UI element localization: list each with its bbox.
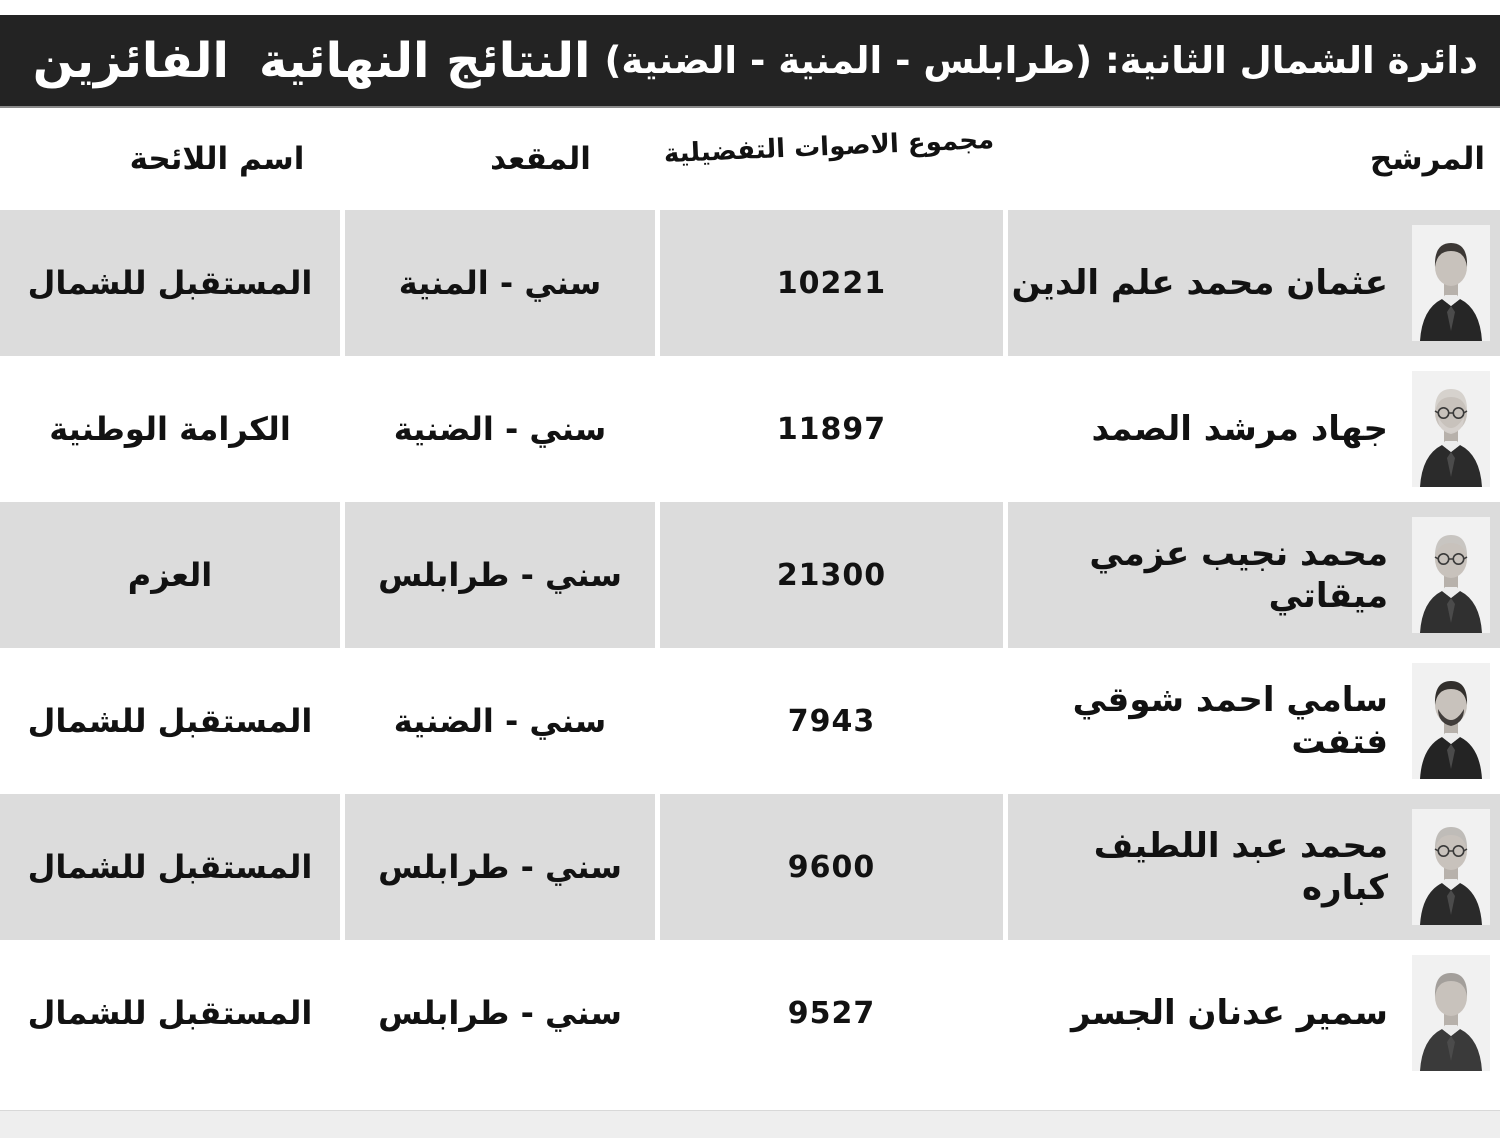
- title-final-results: النتائج النهائية: [258, 32, 591, 89]
- person-silhouette-icon: [1412, 663, 1490, 779]
- candidate-cell: جهاد مرشد الصمد: [1003, 356, 1500, 502]
- candidate-name: عثمان محمد علم الدين: [1011, 262, 1388, 303]
- votes-value: 10221: [655, 210, 1003, 356]
- list-name: الكرامة الوطنية: [49, 410, 291, 448]
- candidate-cell: محمد عبد اللطيف كباره: [1003, 794, 1500, 940]
- candidate-photo: [1412, 517, 1490, 633]
- votes-value: 7943: [655, 648, 1003, 794]
- table-row: جهاد مرشد الصمد 11897 سني - الضنية الكرا…: [0, 356, 1500, 502]
- list-name: المستقبل للشمال: [27, 994, 313, 1032]
- votes-value: 11897: [655, 356, 1003, 502]
- votes-value: 9527: [655, 940, 1003, 1086]
- table-row: محمد نجيب عزمي ميقاتي 21300 سني - طرابلس…: [0, 502, 1500, 648]
- results-table: عثمان محمد علم الدين 10221 سني - المنية …: [0, 210, 1500, 1086]
- seat-value: سني - طرابلس: [340, 794, 655, 940]
- seat-value: سني - الضنية: [340, 356, 655, 502]
- list-name: المستقبل للشمال: [0, 210, 340, 356]
- table-row: سمير عدنان الجسر 9527 سني - طرابلس المست…: [0, 940, 1500, 1086]
- column-header-seat: المقعد: [490, 141, 591, 177]
- seat-value: سني - الضنية: [340, 648, 655, 794]
- column-header-list: اسم اللائحة: [129, 141, 305, 177]
- title-district: دائرة الشمال الثانية: (طرابلس - المنية -…: [604, 39, 1478, 82]
- candidate-name: محمد عبد اللطيف كباره: [1093, 825, 1388, 909]
- column-header-row: المرشح مجموع الاصوات التفضيلية المقعد اس…: [0, 108, 1500, 210]
- votes-value: 21300: [655, 502, 1003, 648]
- candidate-name: محمد نجيب عزمي ميقاتي: [1089, 533, 1388, 617]
- list-name: العزم: [0, 502, 340, 648]
- candidate-photo: [1412, 663, 1490, 779]
- person-silhouette-icon: [1412, 517, 1490, 633]
- person-silhouette-icon: [1412, 225, 1490, 341]
- candidate-cell: سامي احمد شوقي فتفت: [1003, 648, 1500, 794]
- person-silhouette-icon: [1412, 955, 1490, 1071]
- table-row: عثمان محمد علم الدين 10221 سني - المنية …: [0, 210, 1500, 356]
- votes-value: 9600: [655, 794, 1003, 940]
- table-row: محمد عبد اللطيف كباره 9600 سني - طرابلس …: [0, 794, 1500, 940]
- column-header-votes: مجموع الاصوات التفضيلية: [663, 124, 995, 170]
- candidate-cell: محمد نجيب عزمي ميقاتي: [1003, 502, 1500, 648]
- candidate-photo: [1412, 371, 1490, 487]
- top-margin: [0, 0, 1500, 15]
- person-silhouette-icon: [1412, 809, 1490, 925]
- seat-value: سني - المنية: [340, 210, 655, 356]
- title-bar: دائرة الشمال الثانية: (طرابلس - المنية -…: [0, 15, 1500, 108]
- person-silhouette-icon: [1412, 371, 1490, 487]
- candidate-name: جهاد مرشد الصمد: [1091, 408, 1388, 449]
- seat-value: سني - طرابلس: [340, 940, 655, 1086]
- table-row: سامي احمد شوقي فتفت 7943 سني - الضنية ال…: [0, 648, 1500, 794]
- list-name: المستقبل للشمال: [0, 794, 340, 940]
- candidate-cell: سمير عدنان الجسر: [1003, 940, 1500, 1086]
- column-header-candidate: المرشح: [1369, 141, 1485, 177]
- footer-strip: [0, 1110, 1500, 1138]
- candidate-cell: عثمان محمد علم الدين: [1003, 210, 1500, 356]
- candidate-photo: [1412, 955, 1490, 1071]
- seat-value: سني - طرابلس: [340, 502, 655, 648]
- candidate-photo: [1412, 225, 1490, 341]
- candidate-photo: [1412, 809, 1490, 925]
- list-name: المستقبل للشمال: [27, 702, 313, 740]
- bottom-margin: [0, 1086, 1500, 1110]
- candidate-name: سامي احمد شوقي فتفت: [1072, 679, 1388, 763]
- title-winners: الفائزين: [32, 32, 229, 89]
- candidate-name: سمير عدنان الجسر: [1070, 992, 1388, 1033]
